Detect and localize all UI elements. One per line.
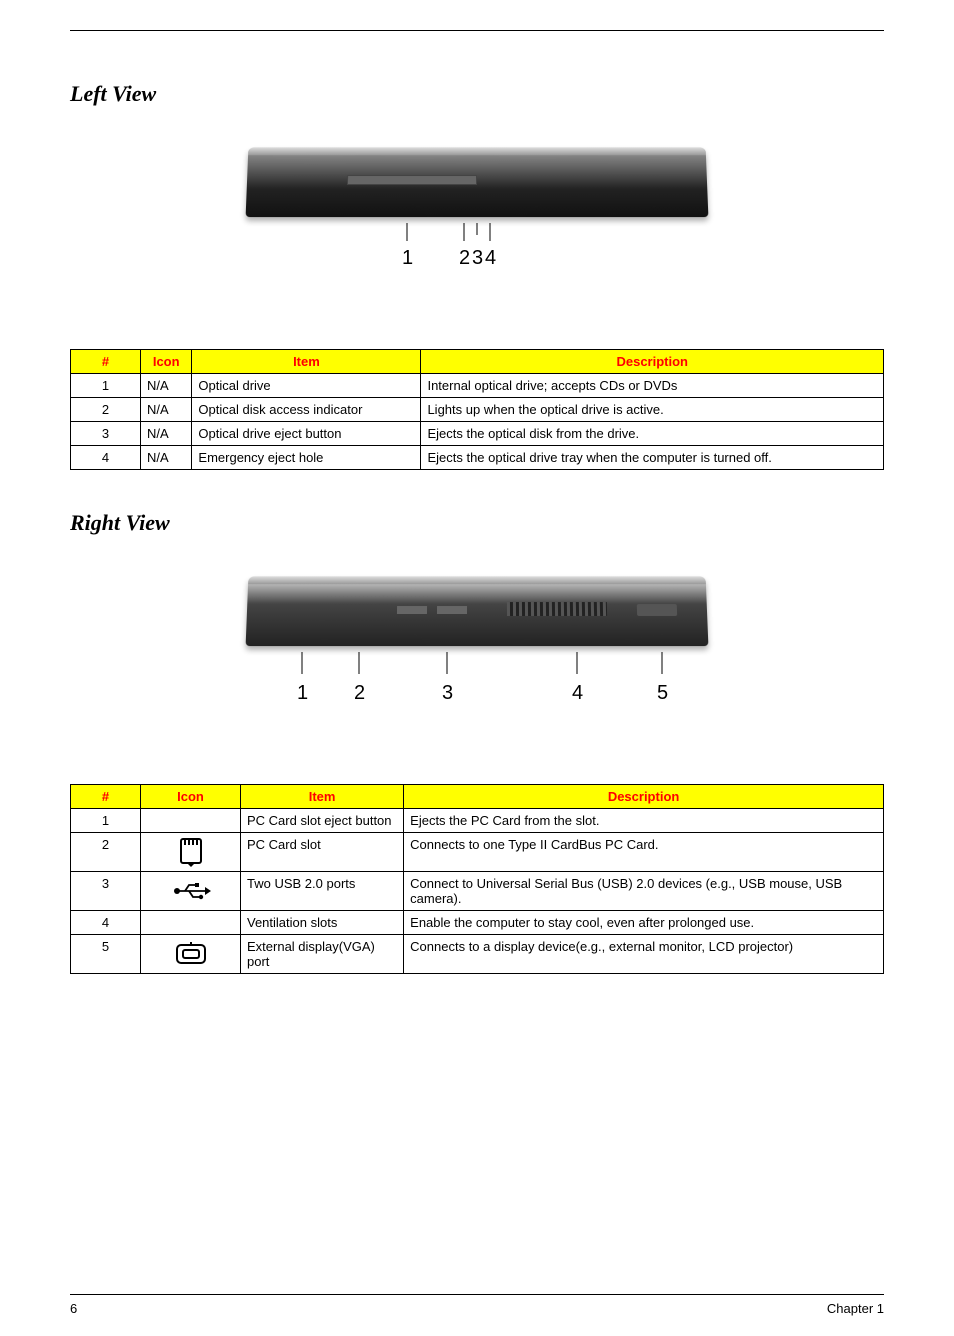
- callout-r1: 1: [297, 682, 308, 705]
- callout-4: 4: [485, 247, 496, 270]
- laptop-right-render: [246, 576, 709, 646]
- callout-1: 1: [402, 247, 413, 270]
- table-row: 4 Ventilation slots Enable the computer …: [71, 911, 884, 935]
- right-callout-numbers: 1 2 3 4 5: [70, 682, 884, 704]
- callout-r3: 3: [442, 682, 453, 705]
- vga-icon: [174, 942, 208, 966]
- table-row: 4 N/A Emergency eject hole Ejects the op…: [71, 446, 884, 470]
- pc-card-icon: [177, 837, 205, 867]
- callout-r2: 2: [354, 682, 365, 705]
- callout-r5: 5: [657, 682, 668, 705]
- page-footer: 6 Chapter 1: [70, 1294, 884, 1316]
- table-row: 1 N/A Optical drive Internal optical dri…: [71, 374, 884, 398]
- right-callout-ticks: [247, 652, 707, 682]
- table-row: 2 N/A Optical disk access indicator Ligh…: [71, 398, 884, 422]
- page-number: 6: [70, 1301, 77, 1316]
- th-desc-r: Description: [404, 785, 884, 809]
- right-view-figure: 1 2 3 4 5: [70, 576, 884, 704]
- th-item-r: Item: [241, 785, 404, 809]
- th-icon: Icon: [141, 350, 192, 374]
- right-view-table: # Icon Item Description 1 PC Card slot e…: [70, 784, 884, 974]
- th-desc: Description: [421, 350, 884, 374]
- th-item: Item: [192, 350, 421, 374]
- left-view-table: # Icon Item Description 1 N/A Optical dr…: [70, 349, 884, 470]
- usb-icon: [171, 880, 211, 902]
- left-view-title: Left View: [70, 81, 884, 107]
- callout-2: 2: [459, 247, 470, 270]
- table-row: 2 PC Card slot Connects to one Type II C…: [71, 833, 884, 872]
- laptop-left-render: [246, 147, 709, 217]
- callout-r4: 4: [572, 682, 583, 705]
- table-row: 5 External display(VGA) port Connects to…: [71, 935, 884, 974]
- th-num: #: [71, 350, 141, 374]
- th-num-r: #: [71, 785, 141, 809]
- page-top-rule: [70, 30, 884, 31]
- left-view-figure: 1 2 3 4: [70, 147, 884, 269]
- table-row: 1 PC Card slot eject button Ejects the P…: [71, 809, 884, 833]
- right-view-title: Right View: [70, 510, 884, 536]
- callout-3: 3: [472, 247, 483, 270]
- th-icon-r: Icon: [141, 785, 241, 809]
- table-row: 3 N/A Optical drive eject button Ejects …: [71, 422, 884, 446]
- left-callout-numbers: 1 2 3 4: [70, 247, 884, 269]
- table-row: 3 Two USB 2.0 ports Connect to Universal…: [71, 872, 884, 911]
- left-callout-ticks: [247, 223, 707, 247]
- chapter-label: Chapter 1: [827, 1301, 884, 1316]
